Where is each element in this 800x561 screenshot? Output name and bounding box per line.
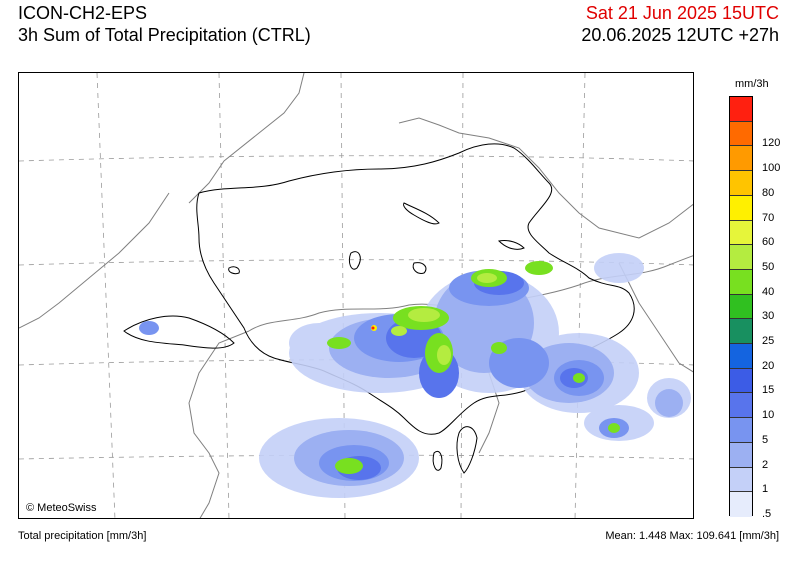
legend-swatch (730, 294, 752, 320)
legend-label: 80 (762, 186, 775, 199)
legend-label: 60 (762, 236, 775, 249)
run-time: 20.06.2025 12UTC +27h (581, 25, 779, 45)
legend-label: 70 (762, 211, 775, 224)
field-statistics: Mean: 1.448 Max: 109.641 [mm/3h] (605, 530, 779, 542)
legend-swatch (730, 97, 752, 122)
legend-swatch (730, 368, 752, 394)
precipitation-map: © MeteoSwiss (18, 72, 694, 519)
legend-swatch (730, 269, 752, 295)
legend-label: 30 (762, 310, 775, 323)
legend-label: 25 (762, 335, 775, 348)
legend-swatch (730, 442, 752, 468)
legend-swatch (730, 467, 752, 493)
legend-label: 120 (762, 137, 781, 150)
legend-label: 10 (762, 409, 775, 422)
legend-swatch (730, 195, 752, 221)
legend-label: 40 (762, 285, 775, 298)
legend-label: .5 (762, 508, 772, 520)
graticule (19, 73, 693, 518)
precipitation-field (139, 253, 691, 498)
model-title: ICON-CH2-EPS (18, 3, 148, 23)
variable-label: Total precipitation [mm/3h] (18, 530, 147, 542)
legend-swatch (730, 393, 752, 419)
legend-label: 15 (762, 384, 775, 397)
legend-label: 2 (762, 458, 769, 471)
legend-swatch (730, 344, 752, 369)
color-legend (729, 96, 753, 517)
legend-swatch (730, 121, 752, 147)
legend-label: 1 (762, 483, 769, 496)
legend-swatch (730, 492, 752, 517)
legend-swatch (730, 418, 752, 443)
legend-swatch (730, 171, 752, 196)
copyright-notice: © MeteoSwiss (23, 501, 100, 515)
legend-label: 50 (762, 260, 775, 273)
map-canvas (19, 73, 693, 518)
valid-time: Sat 21 Jun 2025 15UTC (585, 3, 779, 23)
legend-label: 100 (762, 162, 781, 175)
product-title: 3h Sum of Total Precipitation (CTRL) (18, 25, 311, 45)
legend-swatch (730, 245, 752, 270)
legend-label: 20 (762, 359, 775, 372)
legend-swatch (730, 319, 752, 345)
legend-unit: mm/3h (735, 78, 769, 90)
legend-swatch (730, 220, 752, 246)
legend-swatch (730, 146, 752, 172)
legend-label: 5 (762, 433, 769, 446)
